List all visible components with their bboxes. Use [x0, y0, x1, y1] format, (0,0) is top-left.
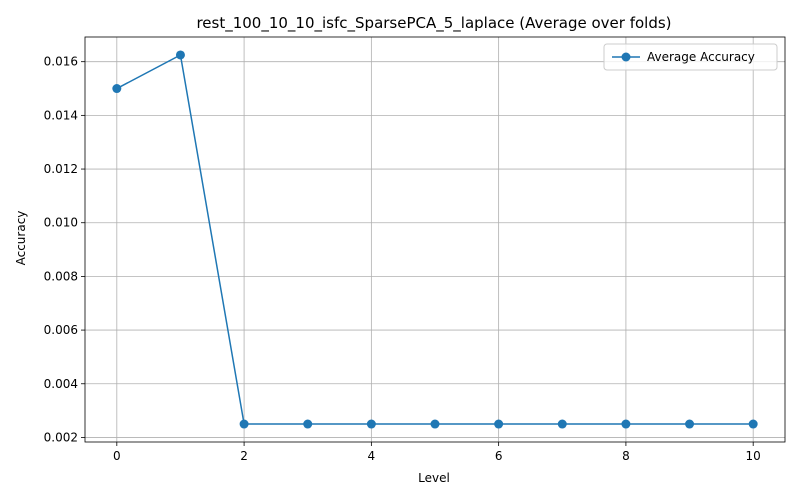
data-point: [557, 419, 567, 429]
data-point: [366, 419, 376, 429]
data-point: [494, 419, 504, 429]
y-tick-label: 0.006: [44, 323, 78, 337]
data-point: [175, 50, 185, 60]
y-tick-label: 0.012: [44, 162, 78, 176]
x-tick-label: 2: [240, 449, 248, 463]
legend-marker-swatch: [621, 52, 631, 62]
legend-label: Average Accuracy: [647, 50, 755, 64]
legend-box: [603, 43, 778, 71]
y-tick-label: 0.010: [44, 216, 78, 230]
x-tick-label: 0: [113, 449, 121, 463]
y-tick-label: 0.004: [44, 377, 78, 391]
y-tick-label: 0.002: [44, 430, 78, 444]
y-tick-label: 0.016: [44, 55, 78, 69]
axis-ticks: 0 2 4 6 8 10 0.002 0.004 0.006 0.008 0.010 0.012 0.0…: [44, 55, 761, 463]
series-layer: [112, 50, 758, 429]
data-point: [303, 419, 313, 429]
x-axis-label: Level: [418, 471, 450, 485]
x-tick-label: 4: [368, 449, 376, 463]
data-point: [239, 419, 249, 429]
data-point: [748, 419, 758, 429]
x-tick-label: 8: [622, 449, 630, 463]
y-axis-label: Accuracy: [14, 211, 28, 266]
data-point: [685, 419, 695, 429]
data-point: [621, 419, 631, 429]
y-tick-label: 0.014: [44, 108, 78, 122]
legend: Average Accuracy: [603, 43, 778, 71]
data-point: [112, 84, 122, 94]
y-tick-label: 0.008: [44, 269, 78, 283]
plot-frame: [84, 36, 786, 443]
x-tick-label: 10: [746, 449, 761, 463]
chart-title: rest_100_10_10_isfc_SparsePCA_5_laplace …: [196, 14, 671, 33]
x-tick-label: 6: [495, 449, 503, 463]
data-point: [430, 419, 440, 429]
